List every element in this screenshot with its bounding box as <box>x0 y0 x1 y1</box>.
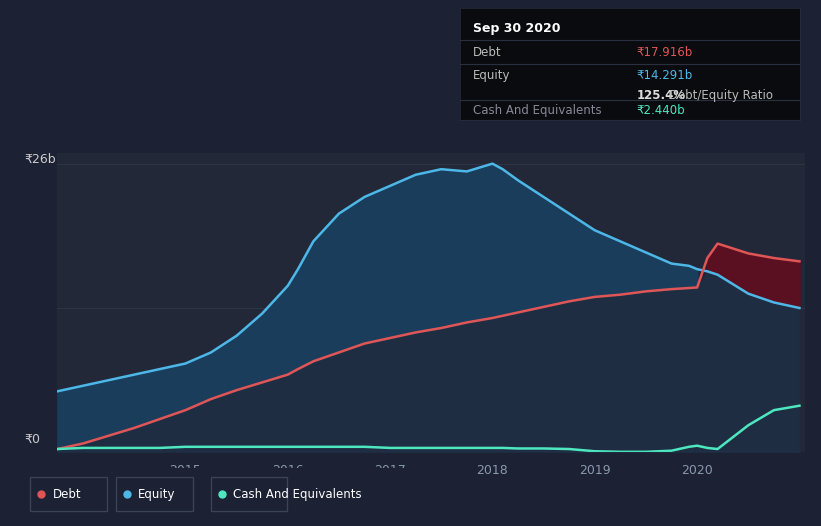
Text: ₹14.291b: ₹14.291b <box>636 68 693 82</box>
Text: Sep 30 2020: Sep 30 2020 <box>474 22 561 35</box>
Text: Debt: Debt <box>53 488 81 501</box>
Text: ₹17.916b: ₹17.916b <box>636 46 693 59</box>
Text: ₹26b: ₹26b <box>24 153 56 166</box>
Text: ₹0: ₹0 <box>24 433 40 447</box>
Text: 125.4%: 125.4% <box>636 89 686 102</box>
Text: ₹2.440b: ₹2.440b <box>636 104 686 117</box>
FancyBboxPatch shape <box>30 477 107 511</box>
FancyBboxPatch shape <box>116 477 193 511</box>
Text: Equity: Equity <box>139 488 176 501</box>
Text: Equity: Equity <box>474 68 511 82</box>
Text: Debt: Debt <box>474 46 502 59</box>
Text: Cash And Equivalents: Cash And Equivalents <box>474 104 602 117</box>
FancyBboxPatch shape <box>211 477 287 511</box>
Text: Debt/Equity Ratio: Debt/Equity Ratio <box>665 89 773 102</box>
Text: Cash And Equivalents: Cash And Equivalents <box>233 488 362 501</box>
